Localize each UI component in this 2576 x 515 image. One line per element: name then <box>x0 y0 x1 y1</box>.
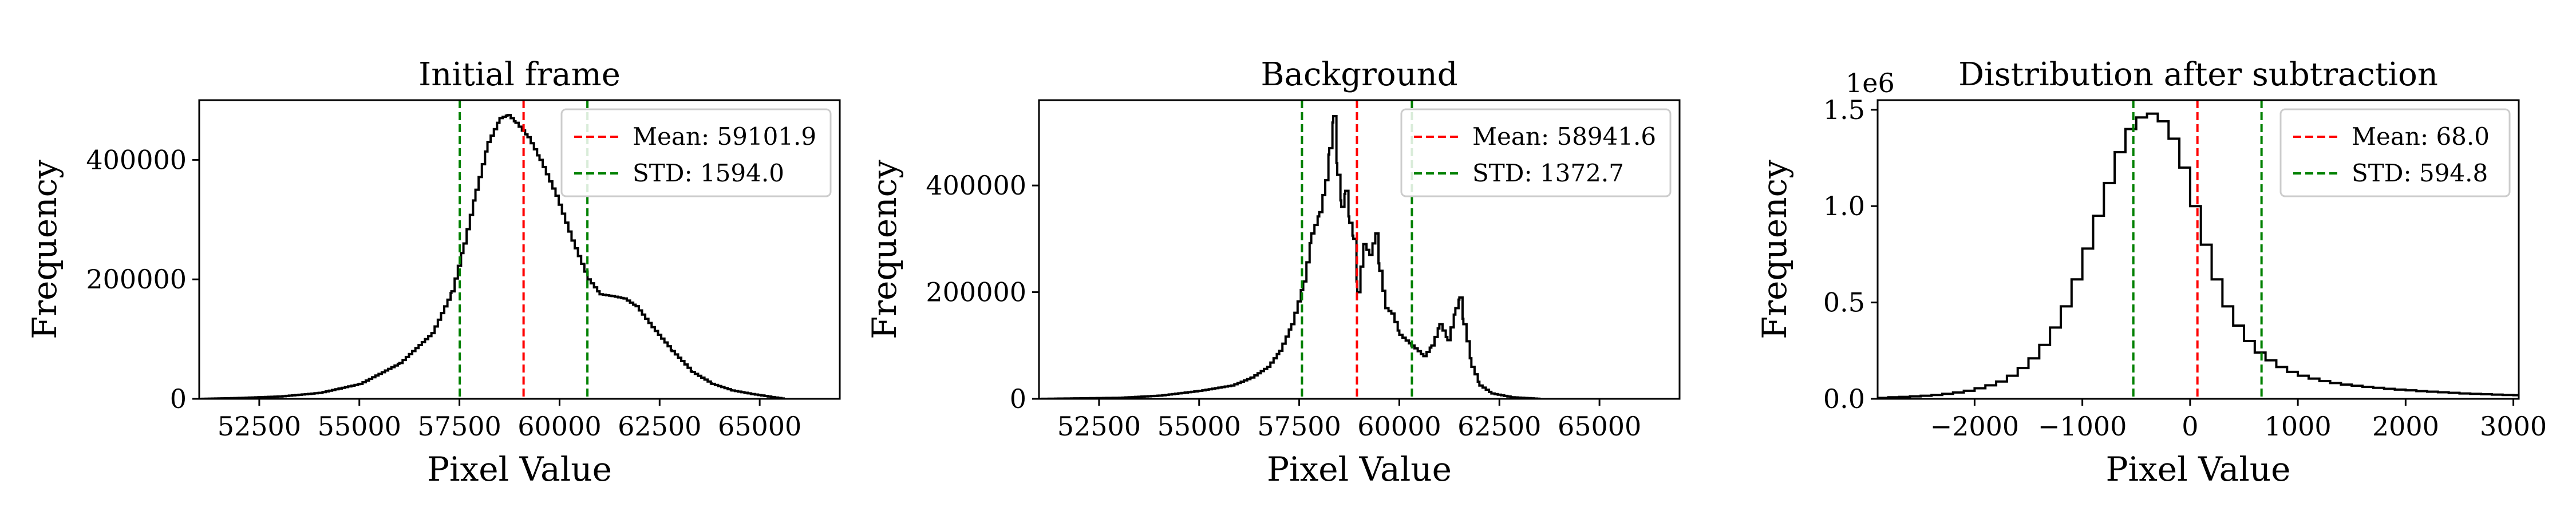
x-tick-label: 1000 <box>2265 411 2332 442</box>
y-tick-label: 0.0 <box>1823 383 1865 414</box>
legend-std-label: STD: 1594.0 <box>633 159 784 187</box>
x-tick-label: −2000 <box>1930 411 2020 442</box>
x-tick-label: 62500 <box>1457 411 1541 442</box>
x-tick-label: 57500 <box>1257 411 1341 442</box>
x-tick-label: 55000 <box>1157 411 1241 442</box>
x-tick-label: −1000 <box>2038 411 2127 442</box>
legend: Mean: 58941.6 STD: 1372.7 <box>1400 108 1672 197</box>
y-offset-label: 1e6 <box>1846 68 1895 98</box>
legend-std-label: STD: 594.8 <box>2352 159 2488 187</box>
y-tick-label: 400000 <box>926 170 1026 201</box>
y-tick-label: 1.0 <box>1823 191 1865 221</box>
chart-title: Distribution after subtraction <box>1958 56 2438 93</box>
x-tick-label: 52500 <box>1057 411 1141 442</box>
x-axis-label: Pixel Value <box>1267 450 1452 489</box>
x-axis-label: Pixel Value <box>2106 450 2291 489</box>
histogram-outline <box>1878 112 2519 399</box>
x-axis-label: Pixel Value <box>427 450 612 489</box>
axes-frame <box>198 99 841 400</box>
y-axis-label: Frequency <box>1755 160 1794 339</box>
x-tick-label: 0 <box>2182 411 2198 442</box>
histogram-outline <box>199 114 785 399</box>
y-tick-label: 200000 <box>86 264 187 295</box>
x-tick-label: 60000 <box>517 411 601 442</box>
legend-box <box>560 108 832 197</box>
legend-mean-label: Mean: 58941.6 <box>1472 122 1656 150</box>
legend-mean-label: Mean: 59101.9 <box>633 122 816 150</box>
y-tick-label: 0.5 <box>1823 287 1865 318</box>
x-tick-label: 62500 <box>618 411 701 442</box>
legend-box <box>1400 108 1672 197</box>
histogram-outline <box>1039 114 1541 399</box>
legend: Mean: 68.0 STD: 594.8 <box>2279 108 2511 197</box>
y-tick-label: 0 <box>1010 383 1026 414</box>
x-tick-label: 60000 <box>1357 411 1441 442</box>
chart-title: Background <box>1261 56 1457 93</box>
x-tick-label: 52500 <box>218 411 301 442</box>
axes-frame <box>1876 99 2520 400</box>
y-axis-label: Frequency <box>865 160 904 339</box>
y-tick-label: 400000 <box>86 144 187 175</box>
legend-std-label: STD: 1372.7 <box>1472 159 1624 187</box>
x-tick-label: 55000 <box>318 411 401 442</box>
y-axis-label: Frequency <box>25 160 64 339</box>
legend-box <box>2279 108 2511 197</box>
x-tick-label: 65000 <box>718 411 801 442</box>
chart-title: Initial frame <box>418 56 621 93</box>
legend-mean-label: Mean: 68.0 <box>2352 122 2490 150</box>
y-tick-label: 0 <box>170 383 187 414</box>
legend: Mean: 59101.9 STD: 1594.0 <box>560 108 832 197</box>
x-tick-label: 65000 <box>1558 411 1641 442</box>
chart-panel-2: 52500 55000 57500 60000 62500 65000 0 200000 400… <box>865 56 1681 489</box>
axes-frame <box>1038 99 1681 400</box>
y-tick-label: 200000 <box>926 277 1026 308</box>
x-tick-label: 57500 <box>417 411 501 442</box>
chart-panel-1: 52500 55000 57500 60000 62500 65000 0 200000 400… <box>25 56 841 489</box>
y-tick-label: 1.5 <box>1823 94 1865 125</box>
x-tick-label: 2000 <box>2372 411 2439 442</box>
x-tick-label: 3000 <box>2480 411 2547 442</box>
